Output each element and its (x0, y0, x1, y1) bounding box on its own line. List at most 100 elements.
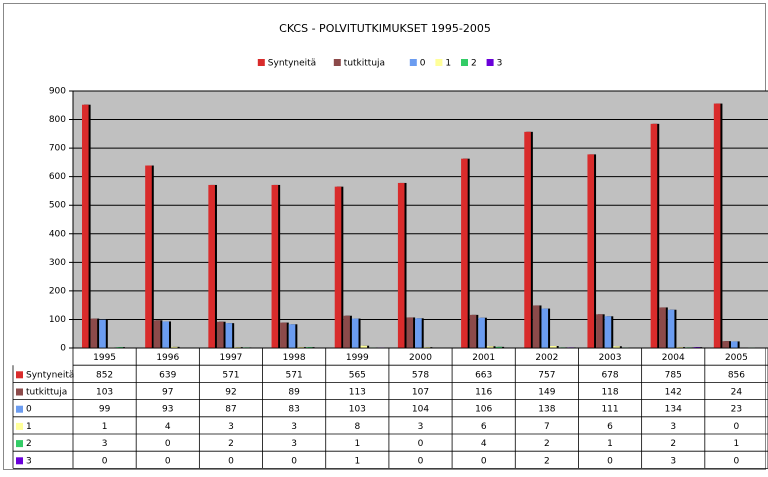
bar (722, 341, 729, 348)
y-tick-label: 800 (49, 115, 66, 125)
y-tick-label: 700 (49, 144, 66, 154)
legend-label: Syntyneitä (268, 59, 316, 69)
bar (415, 318, 422, 348)
legend-label: 0 (420, 59, 426, 69)
table-row-label: 3 (26, 456, 32, 466)
table-cell: 83 (288, 405, 299, 415)
table-cell: 116 (475, 388, 492, 398)
table-cell: 99 (99, 405, 111, 415)
bar (541, 309, 548, 348)
bar (470, 315, 477, 348)
table-row-label: tutkittuja (26, 388, 67, 398)
x-tick-label: 1998 (283, 353, 306, 363)
legend-swatch (461, 59, 468, 66)
bar (280, 323, 287, 348)
table-cell: 106 (475, 405, 492, 415)
legend-label: 1 (445, 59, 451, 69)
legend-swatch (334, 59, 341, 66)
table-cell: 3 (291, 422, 297, 432)
bar (651, 124, 658, 348)
bar (714, 104, 721, 348)
table-cell: 103 (96, 388, 113, 398)
table-cell: 639 (159, 370, 176, 380)
x-tick-label: 1999 (346, 353, 369, 363)
legend-swatch (258, 59, 265, 66)
legend-label: 2 (471, 59, 477, 69)
table-cell: 111 (601, 405, 618, 415)
bar (461, 159, 468, 348)
bar (596, 314, 603, 348)
table-cell: 93 (162, 405, 173, 415)
table-cell: 1 (607, 439, 613, 449)
table-cell: 8 (354, 422, 360, 432)
table-cell: 3 (670, 422, 676, 432)
table-cell: 565 (349, 370, 366, 380)
table-cell: 0 (734, 422, 740, 432)
table-legend-key (16, 389, 23, 396)
legend-swatch (435, 59, 442, 66)
legend-swatch (487, 59, 494, 66)
bar (145, 166, 152, 348)
table-row-label: Syntyneitä (26, 370, 74, 380)
table-cell: 149 (538, 388, 555, 398)
bar (154, 320, 161, 348)
bar (208, 185, 215, 348)
table-cell: 103 (349, 405, 366, 415)
table-cell: 134 (665, 405, 682, 415)
table-cell: 0 (481, 456, 487, 466)
table-cell: 3 (291, 439, 297, 449)
y-tick-label: 600 (49, 172, 66, 182)
table-cell: 142 (665, 388, 682, 398)
chart-title: CKCS - POLVITUTKIMUKSET 1995-2005 (279, 22, 491, 35)
bar (352, 319, 359, 348)
bar (668, 310, 675, 348)
bar (226, 323, 233, 348)
bar (289, 324, 296, 348)
table-cell: 0 (418, 439, 424, 449)
bar (398, 183, 405, 348)
bar (91, 319, 98, 348)
table-cell: 138 (538, 405, 555, 415)
table-cell: 1 (354, 439, 360, 449)
x-tick-label: 2004 (662, 353, 685, 363)
table-cell: 3 (418, 422, 424, 432)
legend-label: tutkittuja (344, 59, 385, 69)
table-cell: 2 (228, 439, 234, 449)
table-cell: 678 (601, 370, 618, 380)
table-cell: 2 (544, 439, 550, 449)
y-tick-label: 200 (49, 286, 66, 296)
table-cell: 663 (475, 370, 492, 380)
y-tick-label: 500 (49, 201, 66, 211)
bar (524, 132, 531, 348)
table-cell: 4 (481, 439, 487, 449)
table-cell: 2 (544, 456, 550, 466)
bar (605, 316, 612, 348)
table-cell: 7 (544, 422, 550, 432)
table-cell: 97 (162, 388, 173, 398)
y-tick-label: 300 (49, 258, 66, 268)
table-legend-key (16, 457, 23, 464)
table-cell: 3 (670, 456, 676, 466)
table-cell: 87 (225, 405, 236, 415)
table-cell: 0 (291, 456, 297, 466)
table-cell: 0 (102, 456, 108, 466)
x-tick-label: 2000 (409, 353, 432, 363)
bar (162, 321, 169, 348)
table-cell: 118 (601, 388, 618, 398)
table-cell: 0 (165, 439, 171, 449)
table-cell: 4 (165, 422, 171, 432)
bar (335, 187, 342, 348)
legend-swatch (410, 59, 417, 66)
table-cell: 1 (354, 456, 360, 466)
table-legend-key (16, 423, 23, 430)
table-cell: 1 (102, 422, 108, 432)
x-tick-label: 2005 (725, 353, 748, 363)
table-cell: 89 (288, 388, 300, 398)
table-legend-key (16, 371, 23, 378)
table-cell: 785 (665, 370, 682, 380)
table-cell: 1 (734, 439, 740, 449)
bar (343, 316, 350, 348)
bar (82, 105, 89, 348)
bar (99, 320, 106, 348)
